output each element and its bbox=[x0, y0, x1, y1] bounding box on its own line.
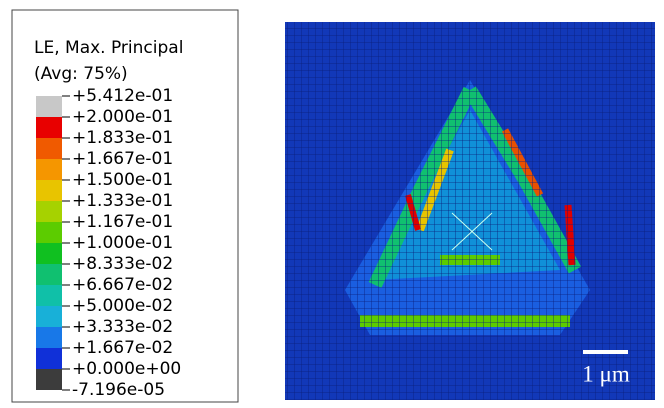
level-label: +6.667e-02 bbox=[72, 275, 173, 295]
color-band bbox=[36, 327, 62, 348]
figure-canvas: LE, Max. Principal (Avg: 75%) +5.412e-01… bbox=[0, 0, 664, 408]
level-label: +1.333e-01 bbox=[72, 191, 173, 211]
color-band bbox=[36, 138, 62, 159]
level-label: +1.833e-01 bbox=[72, 128, 173, 148]
level-label: +1.167e-01 bbox=[72, 212, 173, 232]
figure: LE, Max. Principal (Avg: 75%) +5.412e-01… bbox=[0, 0, 664, 408]
color-band bbox=[36, 285, 62, 306]
level-label: +2.000e-01 bbox=[72, 107, 173, 127]
level-label: -7.196e-05 bbox=[72, 380, 165, 400]
color-band bbox=[36, 264, 62, 285]
color-bar: +5.412e-01+2.000e-01+1.833e-01+1.667e-01… bbox=[36, 86, 181, 400]
color-band bbox=[36, 159, 62, 180]
fem-image: 1 μm bbox=[285, 22, 655, 400]
level-label: +5.000e-02 bbox=[72, 296, 173, 316]
level-label: +3.333e-02 bbox=[72, 317, 173, 337]
level-label: +5.412e-01 bbox=[72, 86, 173, 106]
level-label: +1.667e-02 bbox=[72, 338, 173, 358]
level-label: +1.000e-01 bbox=[72, 233, 173, 253]
legend-title: LE, Max. Principal bbox=[34, 38, 183, 58]
scale-bar-label: 1 μm bbox=[582, 361, 630, 386]
level-label: +8.333e-02 bbox=[72, 254, 173, 274]
color-band bbox=[36, 222, 62, 243]
level-label: +1.500e-01 bbox=[72, 170, 173, 190]
color-band bbox=[36, 201, 62, 222]
color-band bbox=[36, 117, 62, 138]
color-band bbox=[36, 348, 62, 369]
color-band bbox=[36, 306, 62, 327]
mesh-grid bbox=[285, 22, 655, 400]
color-band bbox=[36, 96, 62, 117]
level-label: +1.667e-01 bbox=[72, 149, 173, 169]
color-band bbox=[36, 243, 62, 264]
legend-subtitle: (Avg: 75%) bbox=[34, 64, 128, 84]
level-label: +0.000e+00 bbox=[72, 359, 181, 379]
color-band bbox=[36, 180, 62, 201]
color-band bbox=[36, 369, 62, 390]
